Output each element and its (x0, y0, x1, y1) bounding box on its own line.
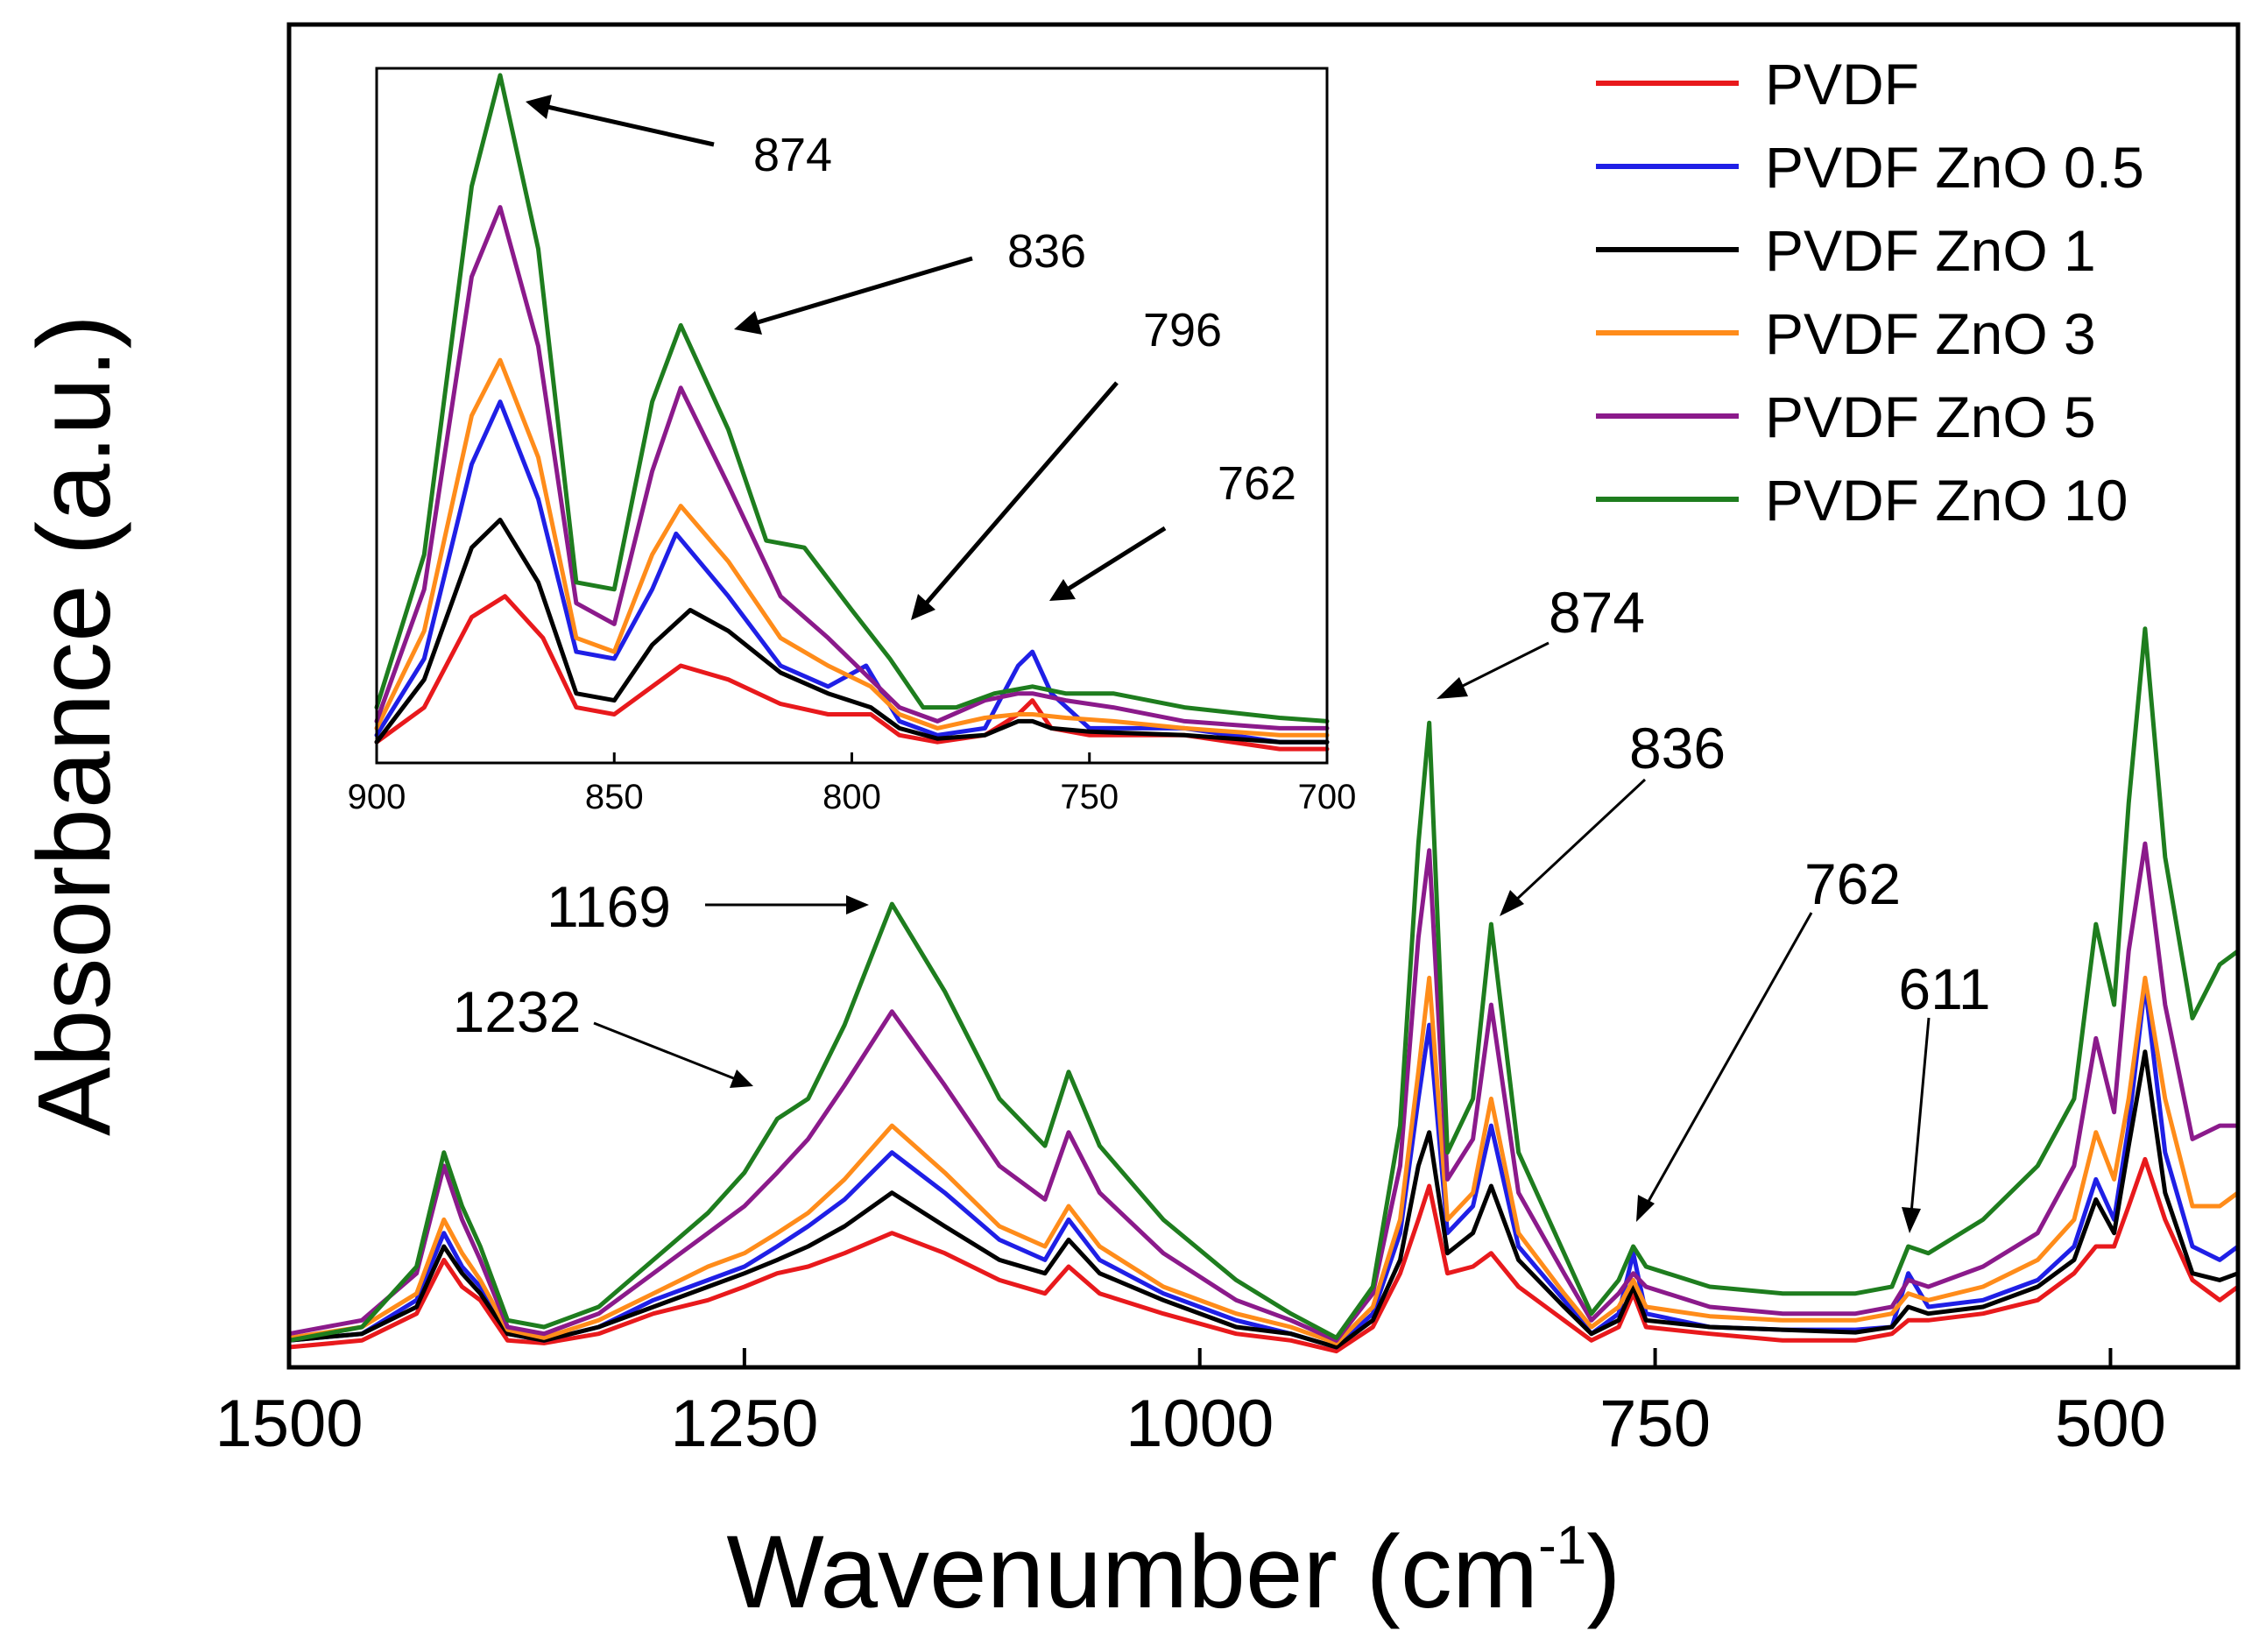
annotation-762: 762 (1804, 851, 1901, 916)
inset-x-tick-label: 900 (348, 778, 406, 816)
y-axis-title: Absorbance (a.u.) (17, 314, 132, 1136)
inset-x-tick-label: 850 (585, 778, 644, 816)
inset-annotation-796-arrow (925, 381, 1119, 604)
annotation-611-arrow (1910, 1017, 1931, 1214)
legend-label-zno-10: PVDF ZnO 10 (1765, 468, 2128, 533)
x-axis-title-superscript: -1 (1538, 1515, 1586, 1576)
inset-annotations: 874 836 796 762 (526, 95, 1296, 620)
inset-x-tick-label: 800 (822, 778, 881, 816)
legend-label-zno-3: PVDF ZnO 3 (1765, 301, 2096, 366)
inset-x-tick-label: 750 (1060, 778, 1119, 816)
inset-x-ticks: 900 850 800 750 700 (348, 752, 1357, 816)
main-annotations: 874 836 762 611 1169 1232 (453, 580, 1991, 1233)
main-x-ticks: 1500 1250 1000 750 500 (215, 1348, 2166, 1461)
inset-annotation-762: 762 (1218, 457, 1296, 510)
legend-label-zno-0-5: PVDF ZnO 0.5 (1765, 135, 2144, 200)
main-x-tick-label: 1500 (215, 1387, 363, 1461)
inset-series-group (374, 73, 1330, 752)
annotation-1232: 1232 (453, 979, 582, 1044)
annotation-611-arrowhead (1902, 1207, 1921, 1233)
main-series-line-pvdf-zno-0-5 (286, 982, 2241, 1350)
main-plot: 1500 1250 1000 750 500 (215, 22, 2241, 1461)
legend-label-zno-1: PVDF ZnO 1 (1765, 218, 2096, 283)
legend-item-zno-3: PVDF ZnO 3 (1596, 301, 2096, 366)
inset-annotation-762-arrowhead (1049, 579, 1076, 601)
annotation-1169: 1169 (547, 874, 671, 939)
inset-annotation-796: 796 (1143, 304, 1222, 357)
annotation-836: 836 (1629, 716, 1726, 780)
inset-annotation-796-arrowhead (911, 594, 935, 620)
legend-label-zno-5: PVDF ZnO 5 (1765, 385, 2096, 449)
main-series-line-pvdf-zno-3 (286, 975, 2241, 1345)
inset-annotation-874-arrowhead (526, 95, 552, 119)
main-series-group (286, 626, 2241, 1354)
main-x-tick-label: 500 (2055, 1387, 2166, 1461)
legend: PVDF PVDF ZnO 0.5 PVDF ZnO 1 PVDF ZnO 3 … (1596, 52, 2144, 533)
annotation-1232-arrowhead (730, 1070, 753, 1088)
inset-background (377, 68, 1327, 763)
main-x-tick-label: 1000 (1126, 1387, 1274, 1461)
inset-annotation-874: 874 (753, 129, 832, 181)
main-series-line-pvdf-zno-1 (286, 1049, 2241, 1350)
inset-plot: 900 850 800 750 700 874 836 796 762 (348, 67, 1357, 816)
main-series-line-pvdf-zno-5 (286, 841, 2241, 1343)
main-series-line-pvdf (286, 1156, 2241, 1354)
inset-annotation-874-arrow (547, 104, 715, 147)
legend-item-zno-1: PVDF ZnO 1 (1596, 218, 2096, 283)
annotation-836-arrow (1512, 778, 1647, 904)
annotation-762-arrow (1645, 912, 1813, 1205)
inset-annotation-762-arrow (1067, 526, 1167, 591)
legend-label-pvdf: PVDF (1765, 52, 1919, 116)
main-series-line-pvdf-zno-10 (286, 626, 2241, 1343)
inset-annotation-836: 836 (1007, 225, 1086, 278)
legend-item-pvdf: PVDF (1596, 52, 1919, 116)
inset-x-tick-label: 700 (1298, 778, 1357, 816)
annotation-874-arrowhead (1437, 677, 1468, 699)
inset-annotation-836-arrowhead (734, 311, 762, 335)
annotation-611: 611 (1898, 957, 1990, 1021)
inset-series-line-pvdf-zno-10 (374, 73, 1330, 724)
annotation-1232-arrow (593, 1021, 737, 1081)
inset-annotation-836-arrow (757, 256, 973, 325)
annotation-836-arrowhead (1500, 890, 1524, 916)
main-x-tick-label: 750 (1599, 1387, 1711, 1461)
annotation-762-arrowhead (1636, 1195, 1655, 1222)
inset-series-line-pvdf-zno-3 (374, 357, 1330, 738)
annotation-874-arrow (1453, 641, 1550, 692)
main-x-tick-label: 1250 (670, 1387, 818, 1461)
legend-item-zno-5: PVDF ZnO 5 (1596, 385, 2096, 449)
inset-series-line-pvdf-zno-0-5 (374, 399, 1330, 745)
x-axis-title-main: Wavenumber (cm (726, 1514, 1538, 1630)
x-axis-title: Wavenumber (cm-1) (726, 1514, 1620, 1630)
legend-item-zno-0-5: PVDF ZnO 0.5 (1596, 135, 2144, 200)
annotation-874: 874 (1549, 580, 1645, 645)
x-axis-title-close: ) (1586, 1514, 1620, 1630)
legend-item-zno-10: PVDF ZnO 10 (1596, 468, 2128, 533)
main-plot-frame (286, 22, 2241, 1370)
annotation-1169-arrowhead (846, 895, 869, 914)
inset-series-line-pvdf-zno-1 (374, 518, 1330, 745)
inset-series-line-pvdf-zno-5 (374, 205, 1330, 731)
